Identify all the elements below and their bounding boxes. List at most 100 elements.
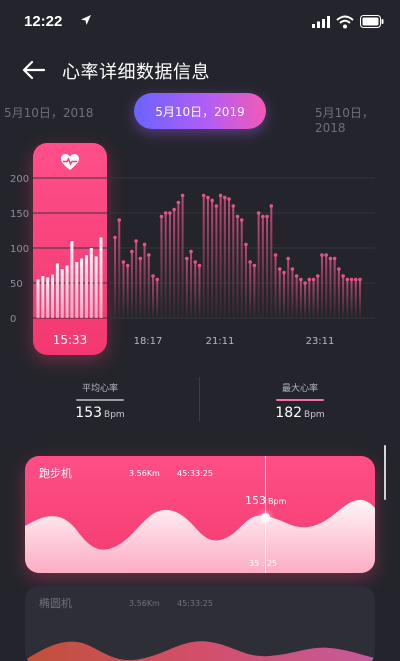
heart-rate-point (223, 195, 227, 200)
heart-rate-bar (160, 216, 163, 318)
stat-divider (199, 377, 200, 421)
heart-rate-point (210, 198, 214, 203)
heart-rate-bar (152, 276, 155, 318)
heart-rate-point (130, 249, 134, 254)
heart-rate-bar (316, 276, 319, 318)
heart-rate-bar (156, 279, 159, 318)
heart-rate-bar (346, 279, 349, 318)
heart-rate-bar (143, 244, 146, 318)
heart-rate-point (235, 214, 240, 219)
heart-rate-point (311, 277, 316, 282)
heart-rate-point (282, 270, 286, 275)
selected-bar (80, 258, 84, 318)
activity-card-elliptical[interactable]: 椭圆机 3.56Km 45:33:25 (25, 586, 375, 661)
heart-rate-bar (130, 251, 133, 318)
activity-marker-handle[interactable] (261, 513, 270, 522)
heart-rate-point (286, 256, 290, 261)
stat-max: 最大心率 182 Bpm (200, 375, 400, 421)
date-current-label: 5月10日，2019 (155, 104, 245, 119)
heart-rate-point (125, 263, 130, 268)
x-tick-label: 21:11 (206, 336, 235, 347)
heart-rate-point (214, 204, 219, 208)
heart-rate-bar (291, 269, 294, 318)
stat-average-value: 153 Bpm (75, 405, 125, 421)
heart-rate-icon (61, 154, 79, 170)
heart-rate-bar (219, 195, 222, 318)
heart-rate-point (337, 267, 341, 271)
heart-rate-bar (202, 195, 205, 318)
heart-rate-point (159, 214, 164, 219)
date-current-pill[interactable]: 5月10日，2019 (134, 93, 266, 129)
heart-rate-bar (185, 258, 188, 318)
selected-bar (55, 263, 59, 318)
heart-rate-bar (228, 199, 231, 318)
date-prev[interactable]: 5月10日，2018 (4, 106, 94, 120)
heart-rate-bar (135, 241, 138, 318)
heart-rate-bar (181, 195, 184, 318)
heart-rate-bar (164, 213, 167, 318)
heart-rate-point (328, 256, 333, 261)
activity-name: 椭圆机 (39, 597, 72, 610)
page-title: 心率详细数据信息 (62, 62, 210, 83)
selected-bar (70, 241, 74, 318)
signal-icon (312, 16, 330, 28)
y-tick-label: 100 (10, 244, 29, 255)
heart-rate-point (303, 281, 307, 285)
heart-rate-point (138, 256, 143, 261)
heart-rate-point (231, 204, 236, 208)
heart-rate-bar (329, 258, 332, 318)
activity-bpm-readout: 153 Bpm (245, 494, 287, 507)
heart-rate-bar (266, 216, 269, 318)
heart-rate-bar (198, 265, 201, 318)
status-bar: 12:22 (0, 0, 400, 44)
selected-bar (36, 279, 40, 318)
heart-rate-bar (287, 258, 290, 318)
heart-rate-point (290, 267, 295, 271)
heart-rate-point (248, 260, 252, 264)
heart-rate-point (155, 277, 160, 282)
stat-average: 平均心率 153 Bpm (0, 375, 200, 421)
heart-rate-bar (299, 279, 302, 318)
selected-time-label: 15:33 (52, 333, 88, 347)
heart-rate-point (256, 211, 261, 215)
heart-rate-point (239, 218, 244, 222)
date-next[interactable]: 5月10日，2018 (315, 106, 374, 135)
activity-wave-chart (25, 499, 375, 573)
heart-rate-point (189, 249, 193, 254)
stat-average-label: 平均心率 (81, 384, 118, 394)
selected-bar (60, 269, 64, 318)
heart-rate-bar (190, 251, 193, 318)
activity-distance: 3.56Km (129, 469, 160, 478)
stat-max-value: 182 Bpm (275, 405, 325, 421)
y-tick-label: 50 (10, 279, 23, 290)
heart-rate-point (227, 197, 231, 201)
heart-rate-point (273, 253, 278, 257)
heart-rate-bar (215, 206, 218, 318)
battery-icon (360, 15, 384, 28)
heart-rate-bar (232, 206, 235, 318)
x-tick-label: 23:11 (306, 336, 335, 347)
heart-rate-point (180, 193, 185, 198)
location-arrow-icon (81, 15, 91, 25)
heart-rate-point (151, 274, 155, 278)
heart-rate-chart: 15:33 200 150 100 50 0 18:17 21:11 23:11 (0, 140, 400, 360)
scrollbar[interactable] (384, 445, 386, 500)
heart-rate-point (163, 211, 168, 215)
back-arrow-icon[interactable] (22, 60, 46, 80)
heart-rate-bar (194, 262, 197, 318)
heart-rate-point (197, 263, 202, 268)
header: 心率详细数据信息 (0, 50, 400, 90)
heart-rate-point (193, 260, 198, 264)
activity-card-treadmill[interactable]: 跑步机 3.56Km 45:33:25 153 Bpm 35 : 25 (25, 456, 375, 573)
heart-rate-point (168, 211, 172, 215)
heart-rate-point (341, 274, 345, 278)
heart-rate-bar (249, 262, 252, 318)
heart-rate-point (324, 253, 329, 257)
selected-bar (46, 277, 50, 318)
selected-bar (84, 255, 88, 318)
stat-average-underline (76, 399, 124, 401)
activity-distance: 3.56Km (129, 599, 160, 608)
y-tick-label: 0 (10, 314, 16, 325)
heart-rate-point (320, 253, 324, 257)
heart-rate-point (252, 263, 257, 268)
